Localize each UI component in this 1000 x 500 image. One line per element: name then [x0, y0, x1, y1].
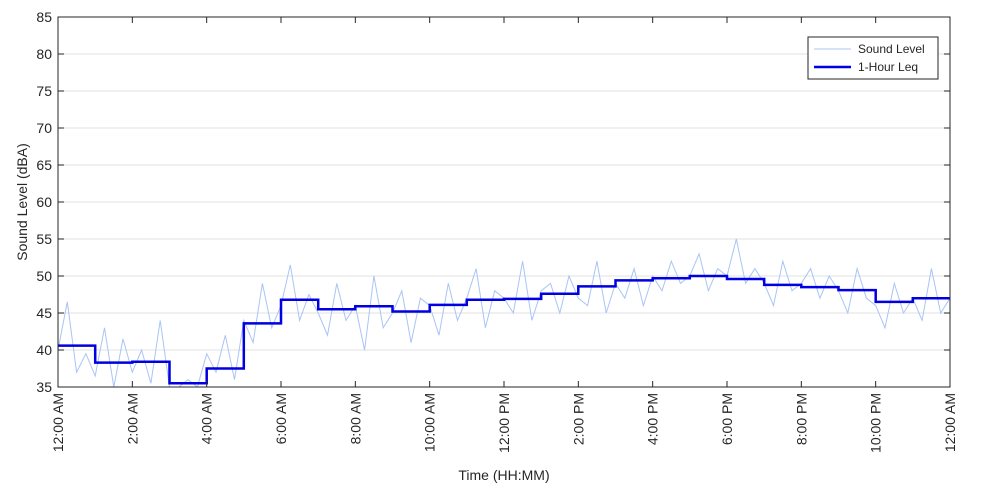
x-tick-label: 4:00 PM	[645, 393, 661, 445]
x-axis-label: Time (HH:MM)	[458, 467, 549, 483]
y-tick-label: 85	[36, 9, 52, 25]
x-tick-label: 12:00 PM	[496, 393, 512, 453]
x-tick-label: 2:00 PM	[570, 393, 586, 445]
y-axis-label: Sound Level (dBA)	[14, 143, 30, 261]
y-tick-label: 75	[36, 83, 52, 99]
legend: Sound Level 1-Hour Leq	[807, 36, 939, 80]
y-tick-label: 50	[36, 268, 52, 284]
y-tick-label: 45	[36, 305, 52, 321]
y-tick-label: 70	[36, 120, 52, 136]
x-tick-label: 8:00 PM	[793, 393, 809, 445]
legend-label-1-hour-leq: 1-Hour Leq	[858, 60, 918, 74]
series-1-hour-leq	[58, 274, 950, 385]
axis-ticks: 35 40 45 50 55 60 65 70 75 80 85 12:00 AM 2:00 AM 4:0…	[36, 9, 958, 453]
grid-lines	[58, 53, 950, 351]
x-tick-label: 12:00 AM	[942, 393, 958, 452]
y-tick-label: 80	[36, 46, 52, 62]
y-tick-label: 60	[36, 194, 52, 210]
y-tick-label: 35	[36, 379, 52, 395]
x-tick-label: 10:00 PM	[868, 393, 884, 453]
x-tick-label: 10:00 AM	[422, 393, 438, 452]
x-tick-label: 8:00 AM	[347, 393, 363, 444]
y-tick-label: 55	[36, 231, 52, 247]
x-tick-label: 4:00 AM	[199, 393, 215, 444]
y-tick-label: 40	[36, 342, 52, 358]
legend-label-sound-level: Sound Level	[858, 42, 925, 56]
series-layer	[57, 238, 951, 388]
y-tick-label: 65	[36, 157, 52, 173]
x-tick-label: 6:00 PM	[719, 393, 735, 445]
x-tick-label: 6:00 AM	[273, 393, 289, 444]
x-tick-label: 12:00 AM	[50, 393, 66, 452]
x-tick-label: 2:00 AM	[124, 393, 140, 444]
legend-box	[807, 36, 939, 80]
